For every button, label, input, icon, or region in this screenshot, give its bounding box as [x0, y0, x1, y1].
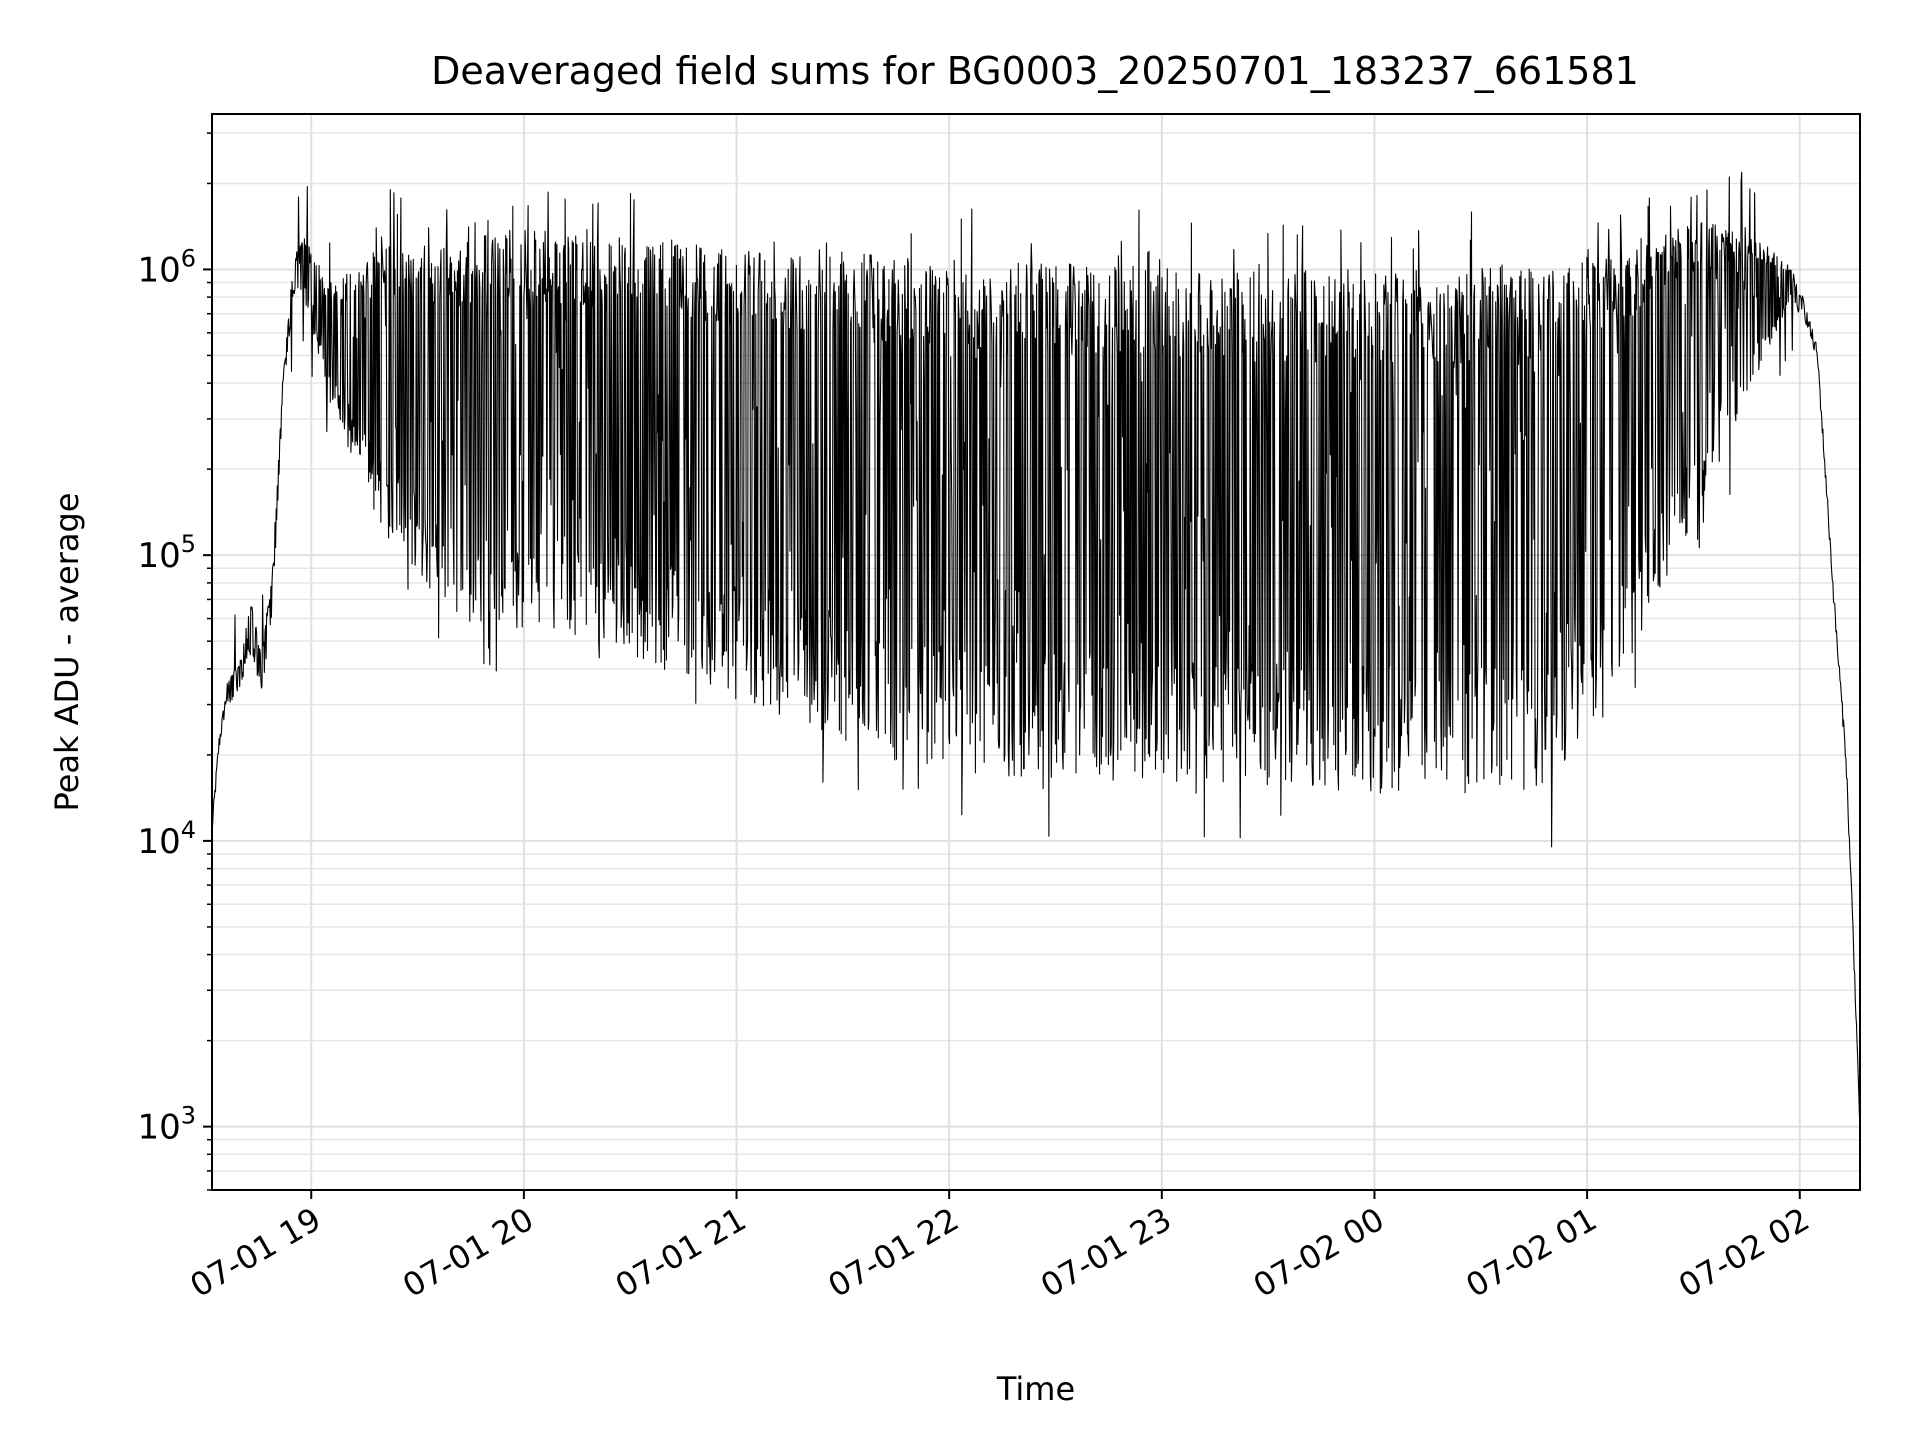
y-axis-label: Peak ADU - average	[48, 493, 86, 812]
series-trace-group	[211, 171, 1861, 1119]
y-tick-label: 106	[137, 244, 196, 290]
plot-frame	[211, 113, 1861, 1191]
y-tick-label: 105	[137, 530, 196, 576]
x-axis-label: Time	[996, 1370, 1075, 1408]
y-tick-label: 104	[137, 816, 196, 862]
y-tick-label: 103	[137, 1102, 196, 1148]
y-axis-ticks: 103 104 105 106	[137, 132, 212, 1191]
chart-title: Deaveraged field sums for BG0003_2025070…	[431, 49, 1639, 93]
series-line	[211, 171, 1861, 1119]
